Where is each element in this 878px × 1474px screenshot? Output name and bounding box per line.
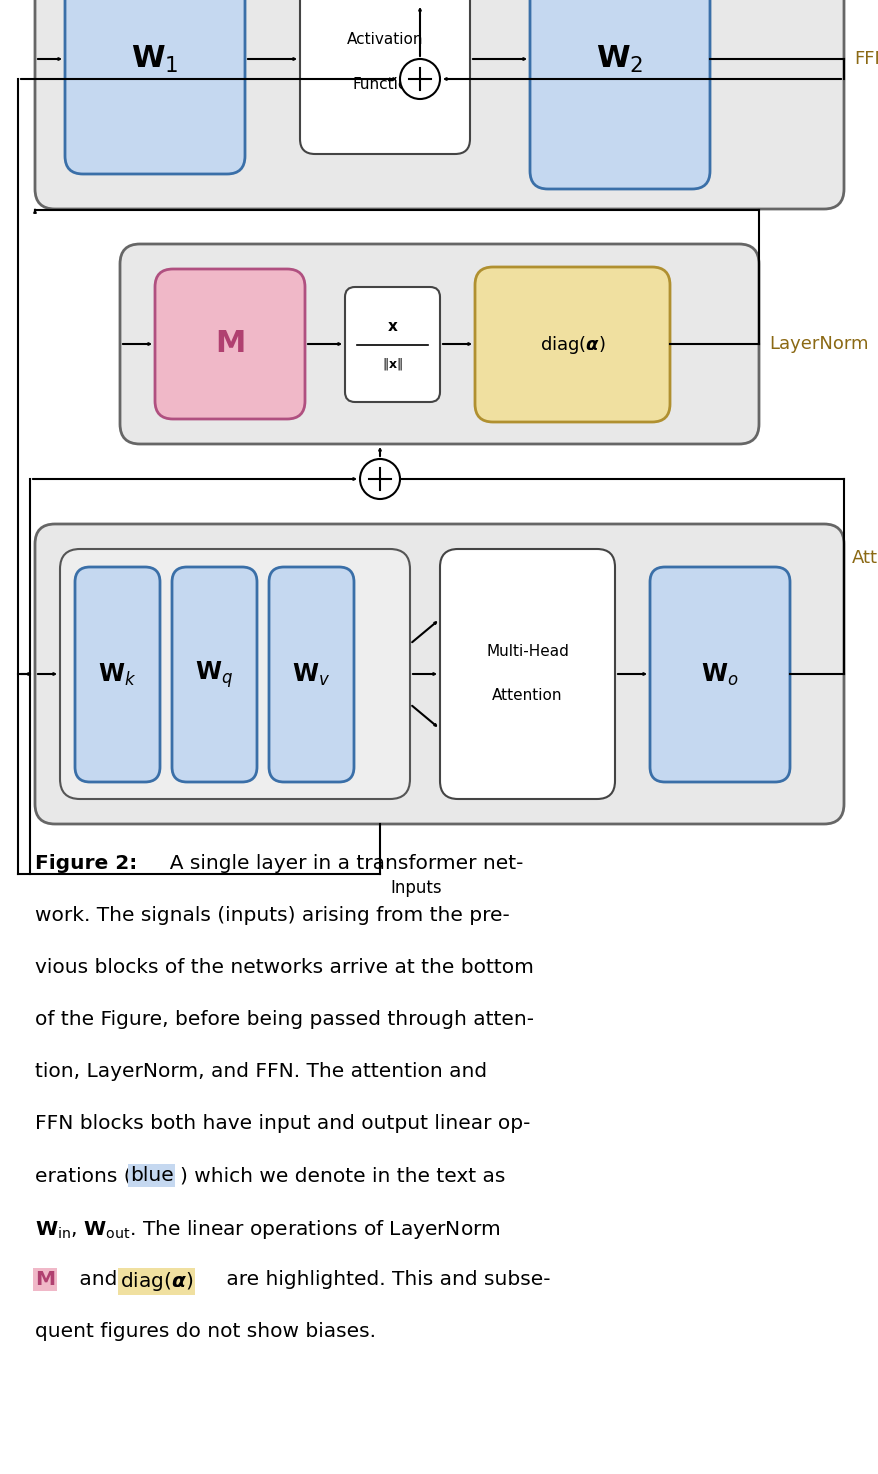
Text: ) which we denote in the text as: ) which we denote in the text as xyxy=(180,1166,505,1185)
Text: erations (: erations ( xyxy=(35,1166,132,1185)
Text: Inputs: Inputs xyxy=(390,879,441,898)
FancyBboxPatch shape xyxy=(35,523,843,824)
Text: $\mathbf{W}_\mathrm{in}$, $\mathbf{W}_\mathrm{out}$. The linear operations of La: $\mathbf{W}_\mathrm{in}$, $\mathbf{W}_\m… xyxy=(35,1218,500,1241)
FancyBboxPatch shape xyxy=(120,245,758,444)
Text: of the Figure, before being passed through atten-: of the Figure, before being passed throu… xyxy=(35,1010,534,1029)
FancyBboxPatch shape xyxy=(60,548,409,799)
Text: FFN blocks both have input and output linear op-: FFN blocks both have input and output li… xyxy=(35,1114,529,1134)
Text: $\mathbf{W}_v$: $\mathbf{W}_v$ xyxy=(292,662,330,687)
FancyBboxPatch shape xyxy=(75,567,160,783)
Text: are highlighted. This and subse-: are highlighted. This and subse- xyxy=(220,1271,550,1288)
FancyBboxPatch shape xyxy=(474,267,669,422)
Text: work. The signals (inputs) arising from the pre-: work. The signals (inputs) arising from … xyxy=(35,907,509,926)
Text: $\mathbf{W}_q$: $\mathbf{W}_q$ xyxy=(195,659,234,690)
FancyBboxPatch shape xyxy=(172,567,256,783)
Text: $\mathbf{M}$: $\mathbf{M}$ xyxy=(35,1271,55,1288)
Circle shape xyxy=(360,458,399,500)
Text: Attention: Attention xyxy=(492,688,562,703)
Text: Figure 2:: Figure 2: xyxy=(35,853,137,873)
Text: $\mathbf{W}_k$: $\mathbf{W}_k$ xyxy=(98,662,137,687)
FancyBboxPatch shape xyxy=(344,287,440,402)
Text: Function: Function xyxy=(352,77,417,91)
Text: tion, LayerNorm, and FFN. The attention and: tion, LayerNorm, and FFN. The attention … xyxy=(35,1061,486,1080)
FancyBboxPatch shape xyxy=(155,268,305,419)
Text: and: and xyxy=(73,1271,124,1288)
Text: blue: blue xyxy=(130,1166,174,1185)
FancyBboxPatch shape xyxy=(649,567,789,783)
Text: $\mathbf{W}_1$: $\mathbf{W}_1$ xyxy=(131,43,178,75)
Text: $\mathbf{W}_2$: $\mathbf{W}_2$ xyxy=(595,43,643,75)
FancyBboxPatch shape xyxy=(440,548,615,799)
Text: Activation: Activation xyxy=(346,31,423,47)
FancyBboxPatch shape xyxy=(269,567,354,783)
Text: quent figures do not show biases.: quent figures do not show biases. xyxy=(35,1322,376,1341)
FancyBboxPatch shape xyxy=(299,0,470,153)
Text: FFN: FFN xyxy=(853,50,878,68)
Text: $\mathbf{M}$: $\mathbf{M}$ xyxy=(215,330,244,358)
Text: Multi-Head: Multi-Head xyxy=(486,644,568,659)
FancyBboxPatch shape xyxy=(529,0,709,189)
FancyBboxPatch shape xyxy=(65,0,245,174)
Text: Attention: Attention xyxy=(851,548,878,567)
Text: $\mathbf{x}$: $\mathbf{x}$ xyxy=(386,318,398,335)
Text: $\mathbf{W}_o$: $\mathbf{W}_o$ xyxy=(701,662,738,687)
Text: A single layer in a transformer net-: A single layer in a transformer net- xyxy=(157,853,522,873)
FancyBboxPatch shape xyxy=(35,0,843,209)
Text: $\|\mathbf{x}\|$: $\|\mathbf{x}\|$ xyxy=(382,357,402,373)
Text: $\mathrm{diag}(\boldsymbol{\alpha})$: $\mathrm{diag}(\boldsymbol{\alpha})$ xyxy=(120,1271,193,1293)
Circle shape xyxy=(399,59,440,99)
Text: vious blocks of the networks arrive at the bottom: vious blocks of the networks arrive at t… xyxy=(35,958,533,977)
Text: LayerNorm: LayerNorm xyxy=(768,335,867,352)
Text: $\mathrm{diag}(\boldsymbol{\alpha})$: $\mathrm{diag}(\boldsymbol{\alpha})$ xyxy=(539,333,605,355)
